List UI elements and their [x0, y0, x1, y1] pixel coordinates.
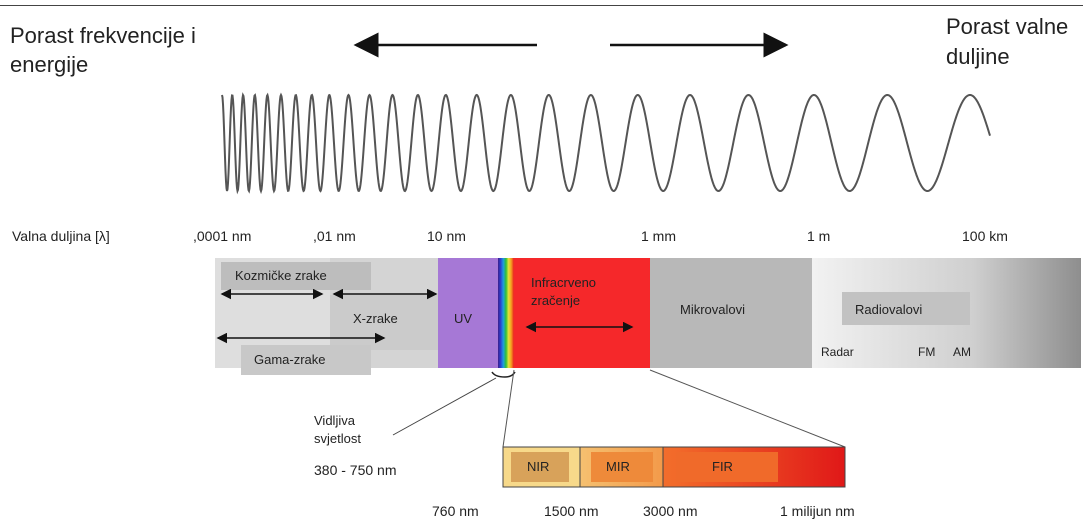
- radar-label: Radar: [821, 345, 854, 359]
- wavelength-scale-title: Valna duljina [λ]: [12, 228, 110, 244]
- top-rule: [0, 5, 1083, 6]
- wavelength-increase-label: Porast valne: [946, 14, 1069, 39]
- visible-connector: [392, 377, 497, 436]
- visible-light-label-line2: svjetlost: [314, 431, 361, 446]
- cosmic-rays-label: Kozmičke zrake: [235, 268, 327, 283]
- frequency-energy-label-line2: energije: [10, 52, 89, 77]
- fm-label: FM: [918, 345, 936, 359]
- xray-label: X-zrake: [353, 311, 398, 326]
- mir-label-box: [591, 452, 653, 482]
- ir-zoom-right-line: [649, 369, 846, 448]
- waveform: [221, 92, 991, 195]
- visible-brace: [491, 371, 516, 378]
- ir-zoom-left-line: [502, 369, 515, 448]
- radio-label-box: [842, 292, 970, 325]
- tick-1500nm: 1500 nm: [544, 503, 599, 519]
- infrared-label: Infracrveno: [531, 275, 597, 290]
- wavelength-increase-label-line2: duljine: [946, 44, 1010, 69]
- uv-label: UV: [454, 311, 473, 326]
- tick-3000nm: 3000 nm: [643, 503, 698, 519]
- tick-760nm: 760 nm: [432, 503, 479, 519]
- visible-range-label: 380 - 750 nm: [314, 462, 397, 478]
- tick-01nm: ,01 nm: [313, 228, 356, 244]
- am-label: AM: [953, 345, 971, 359]
- fir-label: FIR: [712, 459, 733, 474]
- tick-0001nm: ,0001 nm: [193, 228, 252, 244]
- frequency-energy-label: Porast frekvencije i: [10, 23, 196, 48]
- infrared-band: [514, 258, 650, 368]
- nir-label: NIR: [527, 459, 550, 474]
- uv-band: [438, 258, 498, 368]
- infrared-label-line2: zračenje: [531, 293, 581, 308]
- visible-light-label: Vidljiva: [314, 413, 355, 428]
- gamma-label: Gama-zrake: [254, 352, 326, 367]
- nir-label-box: [511, 452, 569, 482]
- microwave-band: [650, 258, 812, 368]
- microwave-label: Mikrovalovi: [680, 302, 746, 317]
- tick-1m: 1 m: [807, 228, 831, 244]
- cosmic-label-box: [221, 262, 371, 290]
- visible-band: [498, 258, 514, 368]
- tick-1mm: 1 mm: [641, 228, 676, 244]
- fir-label-box: [676, 452, 778, 482]
- gamma-label-box: [241, 345, 371, 375]
- mir-label: MIR: [606, 459, 630, 474]
- tick-100km: 100 km: [962, 228, 1008, 244]
- radio-label: Radiovalovi: [855, 302, 923, 317]
- tick-10nm: 10 nm: [427, 228, 466, 244]
- tick-1-million-nm: 1 milijun nm: [780, 503, 855, 519]
